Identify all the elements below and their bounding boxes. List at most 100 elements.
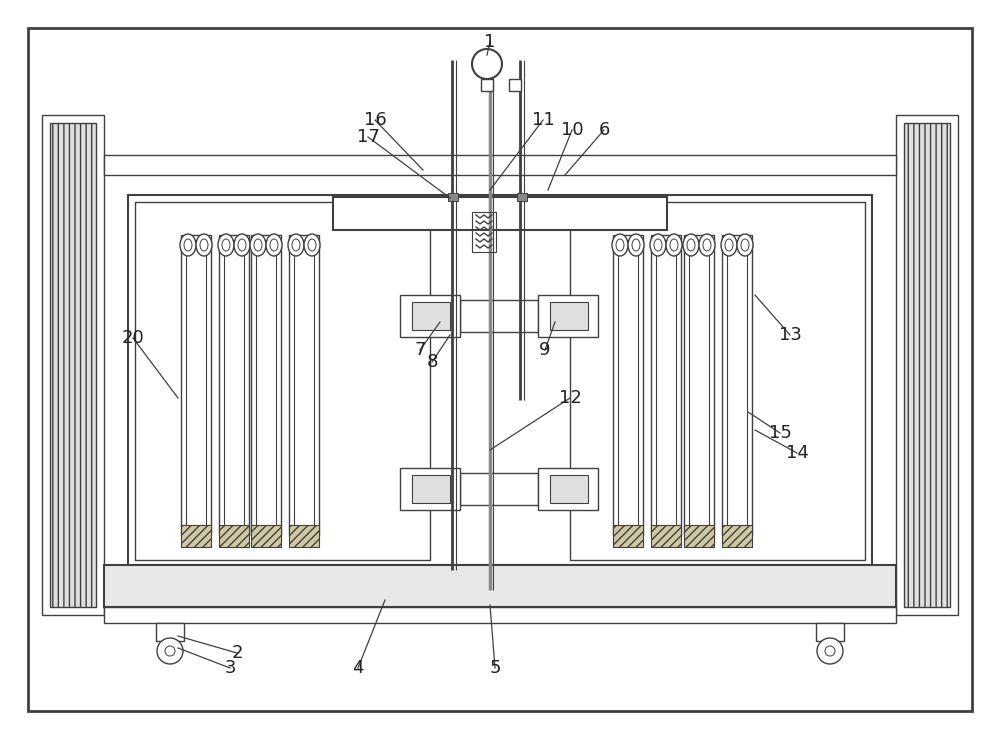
Text: 11: 11 <box>532 111 554 129</box>
Bar <box>412 302 450 330</box>
Bar <box>294 240 314 530</box>
Bar <box>538 295 598 337</box>
Bar <box>460 300 538 332</box>
Bar <box>684 525 714 547</box>
Bar <box>251 235 281 535</box>
Ellipse shape <box>612 234 628 256</box>
Text: 4: 4 <box>352 659 364 677</box>
Ellipse shape <box>250 234 266 256</box>
Ellipse shape <box>632 239 640 251</box>
Circle shape <box>825 646 835 656</box>
Bar <box>613 525 643 547</box>
Ellipse shape <box>304 234 320 256</box>
Ellipse shape <box>238 239 246 251</box>
Bar <box>289 235 319 535</box>
Ellipse shape <box>699 234 715 256</box>
Bar <box>896 115 958 615</box>
Circle shape <box>157 638 183 664</box>
Bar <box>224 240 244 530</box>
Ellipse shape <box>292 239 300 251</box>
Text: 16: 16 <box>364 111 386 129</box>
Ellipse shape <box>628 234 644 256</box>
Bar <box>550 475 588 503</box>
Bar <box>689 240 709 530</box>
Bar <box>481 79 493 91</box>
Ellipse shape <box>616 239 624 251</box>
Bar <box>472 212 496 252</box>
Text: 7: 7 <box>414 341 426 359</box>
Bar <box>181 235 211 535</box>
Ellipse shape <box>725 239 733 251</box>
Bar <box>104 607 896 623</box>
Bar <box>104 155 896 175</box>
Text: 8: 8 <box>426 353 438 371</box>
Bar <box>727 240 747 530</box>
Ellipse shape <box>721 234 737 256</box>
Ellipse shape <box>196 234 212 256</box>
Ellipse shape <box>180 234 196 256</box>
Bar <box>460 473 538 505</box>
Bar <box>722 235 752 535</box>
Bar <box>289 525 319 547</box>
Ellipse shape <box>266 234 282 256</box>
Bar <box>219 525 249 547</box>
Bar <box>186 240 206 530</box>
Bar <box>722 525 752 547</box>
Bar <box>517 193 527 201</box>
Text: 15: 15 <box>769 424 791 442</box>
Text: 20: 20 <box>122 329 144 347</box>
Bar <box>256 240 276 530</box>
Text: 12: 12 <box>559 389 581 407</box>
Bar <box>181 525 211 547</box>
Ellipse shape <box>666 234 682 256</box>
Ellipse shape <box>222 239 230 251</box>
Ellipse shape <box>288 234 304 256</box>
Ellipse shape <box>741 239 749 251</box>
Bar <box>333 197 667 230</box>
Bar <box>651 235 681 535</box>
Text: 1: 1 <box>484 33 496 51</box>
Bar <box>251 525 281 547</box>
Ellipse shape <box>670 239 678 251</box>
Bar <box>104 565 896 607</box>
Text: 5: 5 <box>489 659 501 677</box>
Ellipse shape <box>234 234 250 256</box>
Bar <box>219 235 249 535</box>
Bar <box>50 123 96 607</box>
Ellipse shape <box>270 239 278 251</box>
Bar <box>156 623 184 641</box>
Bar <box>509 79 521 91</box>
Text: 17: 17 <box>357 128 379 146</box>
Ellipse shape <box>200 239 208 251</box>
Bar <box>570 202 865 560</box>
Text: 3: 3 <box>224 659 236 677</box>
Bar <box>816 623 844 641</box>
Bar <box>651 525 681 547</box>
Text: 10: 10 <box>561 121 583 139</box>
Text: 13: 13 <box>779 326 801 344</box>
Text: 9: 9 <box>539 341 551 359</box>
Bar <box>618 240 638 530</box>
Ellipse shape <box>654 239 662 251</box>
Ellipse shape <box>308 239 316 251</box>
Bar <box>412 475 450 503</box>
Text: 2: 2 <box>231 644 243 662</box>
Bar <box>400 295 460 337</box>
Bar <box>904 123 950 607</box>
Bar <box>400 468 460 510</box>
Bar <box>128 195 872 565</box>
Ellipse shape <box>650 234 666 256</box>
Bar <box>656 240 676 530</box>
Bar <box>613 235 643 535</box>
Bar <box>135 202 430 560</box>
Ellipse shape <box>184 239 192 251</box>
Ellipse shape <box>683 234 699 256</box>
Bar <box>684 235 714 535</box>
Bar <box>448 193 458 201</box>
Bar <box>42 115 104 615</box>
Circle shape <box>817 638 843 664</box>
Bar <box>550 302 588 330</box>
Bar <box>538 468 598 510</box>
Circle shape <box>472 49 502 79</box>
Ellipse shape <box>254 239 262 251</box>
